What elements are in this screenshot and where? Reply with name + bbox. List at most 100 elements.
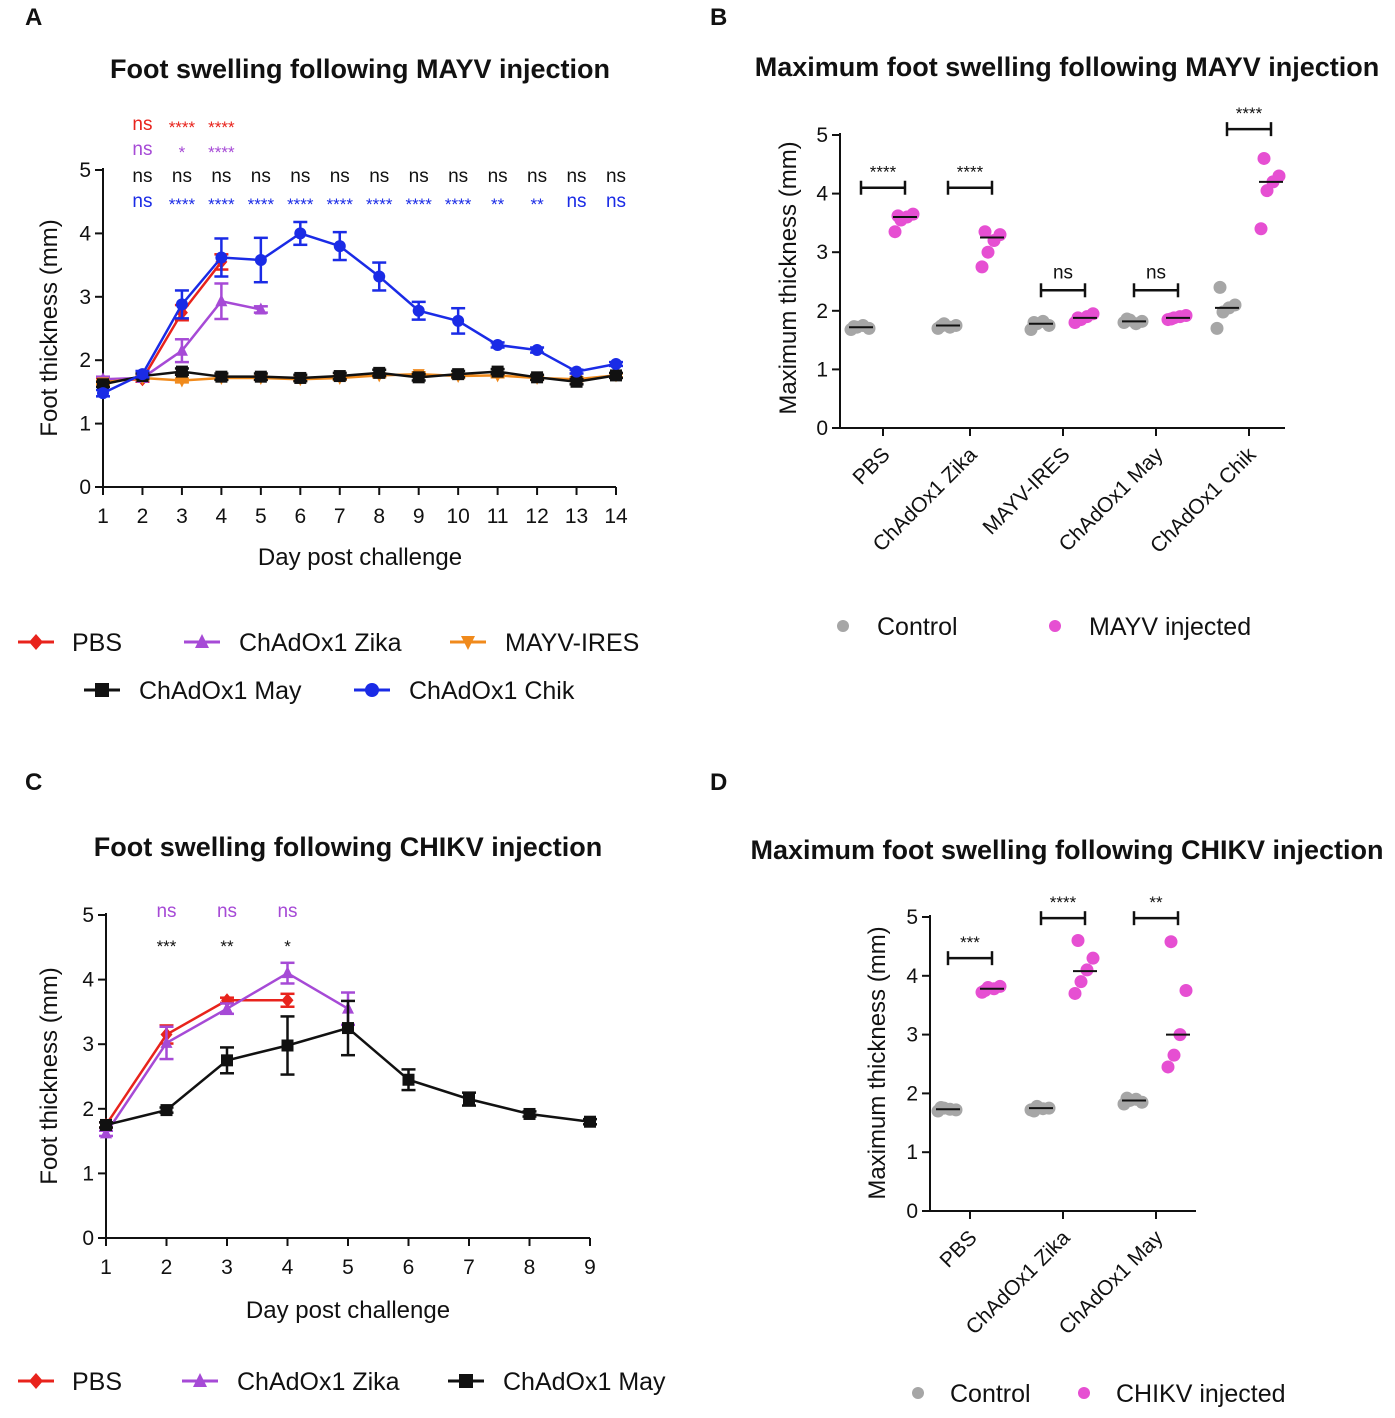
y-tick-label: 1 bbox=[82, 1162, 94, 1185]
significance-label: ns bbox=[566, 191, 586, 212]
significance-label: **** bbox=[870, 163, 897, 182]
x-tick-label: 7 bbox=[463, 1256, 475, 1279]
panel-a-ylabel: Foot thickness (mm) bbox=[36, 219, 63, 436]
data-point bbox=[333, 370, 346, 383]
legend-label: ChAdOx1 Chik bbox=[409, 677, 575, 705]
y-tick-label: 4 bbox=[906, 965, 918, 988]
data-point bbox=[215, 294, 228, 307]
data-point bbox=[373, 366, 386, 379]
data-point bbox=[1071, 934, 1085, 948]
y-tick-label: 1 bbox=[906, 1141, 918, 1164]
data-point bbox=[1068, 986, 1082, 1000]
legend-item-chadox1-zika: ChAdOx1 Zika bbox=[182, 1368, 400, 1396]
x-tick-label: 7 bbox=[334, 505, 346, 528]
data-point bbox=[993, 979, 1007, 993]
series-chadox1-may bbox=[99, 999, 597, 1131]
series-chadox1-chik bbox=[96, 220, 623, 400]
data-point bbox=[570, 375, 583, 388]
significance-label: **** bbox=[169, 118, 196, 137]
data-point bbox=[1164, 935, 1178, 949]
x-tick-label: 4 bbox=[216, 505, 228, 528]
significance-label: ** bbox=[220, 937, 234, 956]
panel-d-title: Maximum foot swelling following CHIKV in… bbox=[750, 835, 1383, 865]
series-pbs bbox=[99, 992, 295, 1132]
data-point bbox=[97, 378, 109, 391]
data-point bbox=[342, 1022, 354, 1035]
data-point bbox=[254, 302, 267, 315]
y-tick-label: 0 bbox=[816, 417, 828, 440]
legend-item-control: Control bbox=[912, 1380, 1031, 1408]
x-tick-label: 6 bbox=[403, 1256, 415, 1279]
panel-a-legend: PBS ChAdOx1 Zika MAYV-IRES ChAdOx1 May C… bbox=[18, 629, 639, 705]
legend-marker bbox=[29, 1373, 43, 1389]
significance-label: ** bbox=[491, 195, 505, 214]
y-tick-label: 2 bbox=[82, 1098, 94, 1121]
legend-marker bbox=[365, 683, 379, 697]
data-point bbox=[160, 1104, 173, 1117]
series-line bbox=[102, 370, 617, 386]
data-point bbox=[333, 240, 346, 253]
panel-label-a: A bbox=[25, 4, 42, 31]
data-point bbox=[891, 209, 905, 223]
data-point bbox=[491, 365, 504, 378]
data-point bbox=[294, 227, 307, 240]
x-tick-label: 2 bbox=[137, 505, 149, 528]
legend-item-pbs: PBS bbox=[18, 629, 122, 657]
significance-label: **** bbox=[248, 195, 275, 214]
data-point bbox=[402, 1073, 415, 1086]
data-point bbox=[175, 298, 188, 311]
data-point bbox=[1179, 984, 1193, 997]
significance-label: ns bbox=[156, 901, 176, 922]
significance-label: ns bbox=[290, 166, 310, 187]
data-point bbox=[412, 304, 425, 317]
data-point bbox=[1167, 1048, 1181, 1062]
significance-label: ** bbox=[530, 195, 544, 214]
legend-label: CHIKV injected bbox=[1116, 1380, 1286, 1408]
data-point bbox=[373, 270, 386, 283]
data-point bbox=[221, 1001, 233, 1014]
data-point bbox=[175, 375, 188, 388]
significance-label: ns bbox=[211, 166, 231, 187]
data-point bbox=[610, 369, 622, 382]
legend-marker bbox=[95, 683, 109, 697]
x-tick-label: 3 bbox=[176, 505, 188, 528]
data-point bbox=[136, 368, 149, 381]
panel-c-xlabel: Day post challenge bbox=[246, 1297, 450, 1324]
legend-marker bbox=[461, 636, 475, 650]
legend-label: MAYV injected bbox=[1089, 613, 1251, 641]
data-point bbox=[978, 984, 992, 997]
data-point bbox=[1074, 975, 1088, 989]
significance-label: **** bbox=[287, 195, 314, 214]
x-tick-label: 13 bbox=[565, 505, 588, 528]
x-tick-label: 14 bbox=[604, 505, 628, 528]
significance-label: ns bbox=[488, 166, 508, 187]
significance-label: ns bbox=[217, 901, 237, 922]
data-point bbox=[215, 251, 228, 264]
data-point bbox=[412, 371, 425, 384]
legend-label: MAYV-IRES bbox=[505, 629, 639, 657]
data-point bbox=[294, 371, 307, 384]
category-label: MAYV-IRES bbox=[979, 443, 1075, 539]
data-point bbox=[97, 387, 109, 400]
data-point bbox=[1027, 1104, 1041, 1118]
significance-label: ns bbox=[448, 166, 468, 187]
data-point bbox=[221, 1054, 233, 1067]
y-tick-label: 1 bbox=[79, 413, 91, 436]
data-point bbox=[254, 254, 267, 267]
data-point bbox=[531, 371, 544, 384]
x-tick-label: 8 bbox=[373, 505, 385, 528]
category-label: PBS bbox=[849, 443, 895, 489]
x-tick-label: 12 bbox=[525, 505, 548, 528]
panel-label-d: D bbox=[710, 769, 727, 796]
x-tick-label: 10 bbox=[446, 505, 469, 528]
y-tick-label: 0 bbox=[82, 1227, 94, 1250]
panel-label-c: C bbox=[25, 769, 42, 796]
legend-item-pbs: PBS bbox=[18, 1368, 122, 1396]
data-point bbox=[1254, 222, 1268, 236]
significance-label: ** bbox=[1149, 893, 1163, 912]
significance-label: *** bbox=[960, 933, 980, 952]
data-point bbox=[975, 260, 989, 274]
y-tick-label: 5 bbox=[82, 904, 94, 927]
